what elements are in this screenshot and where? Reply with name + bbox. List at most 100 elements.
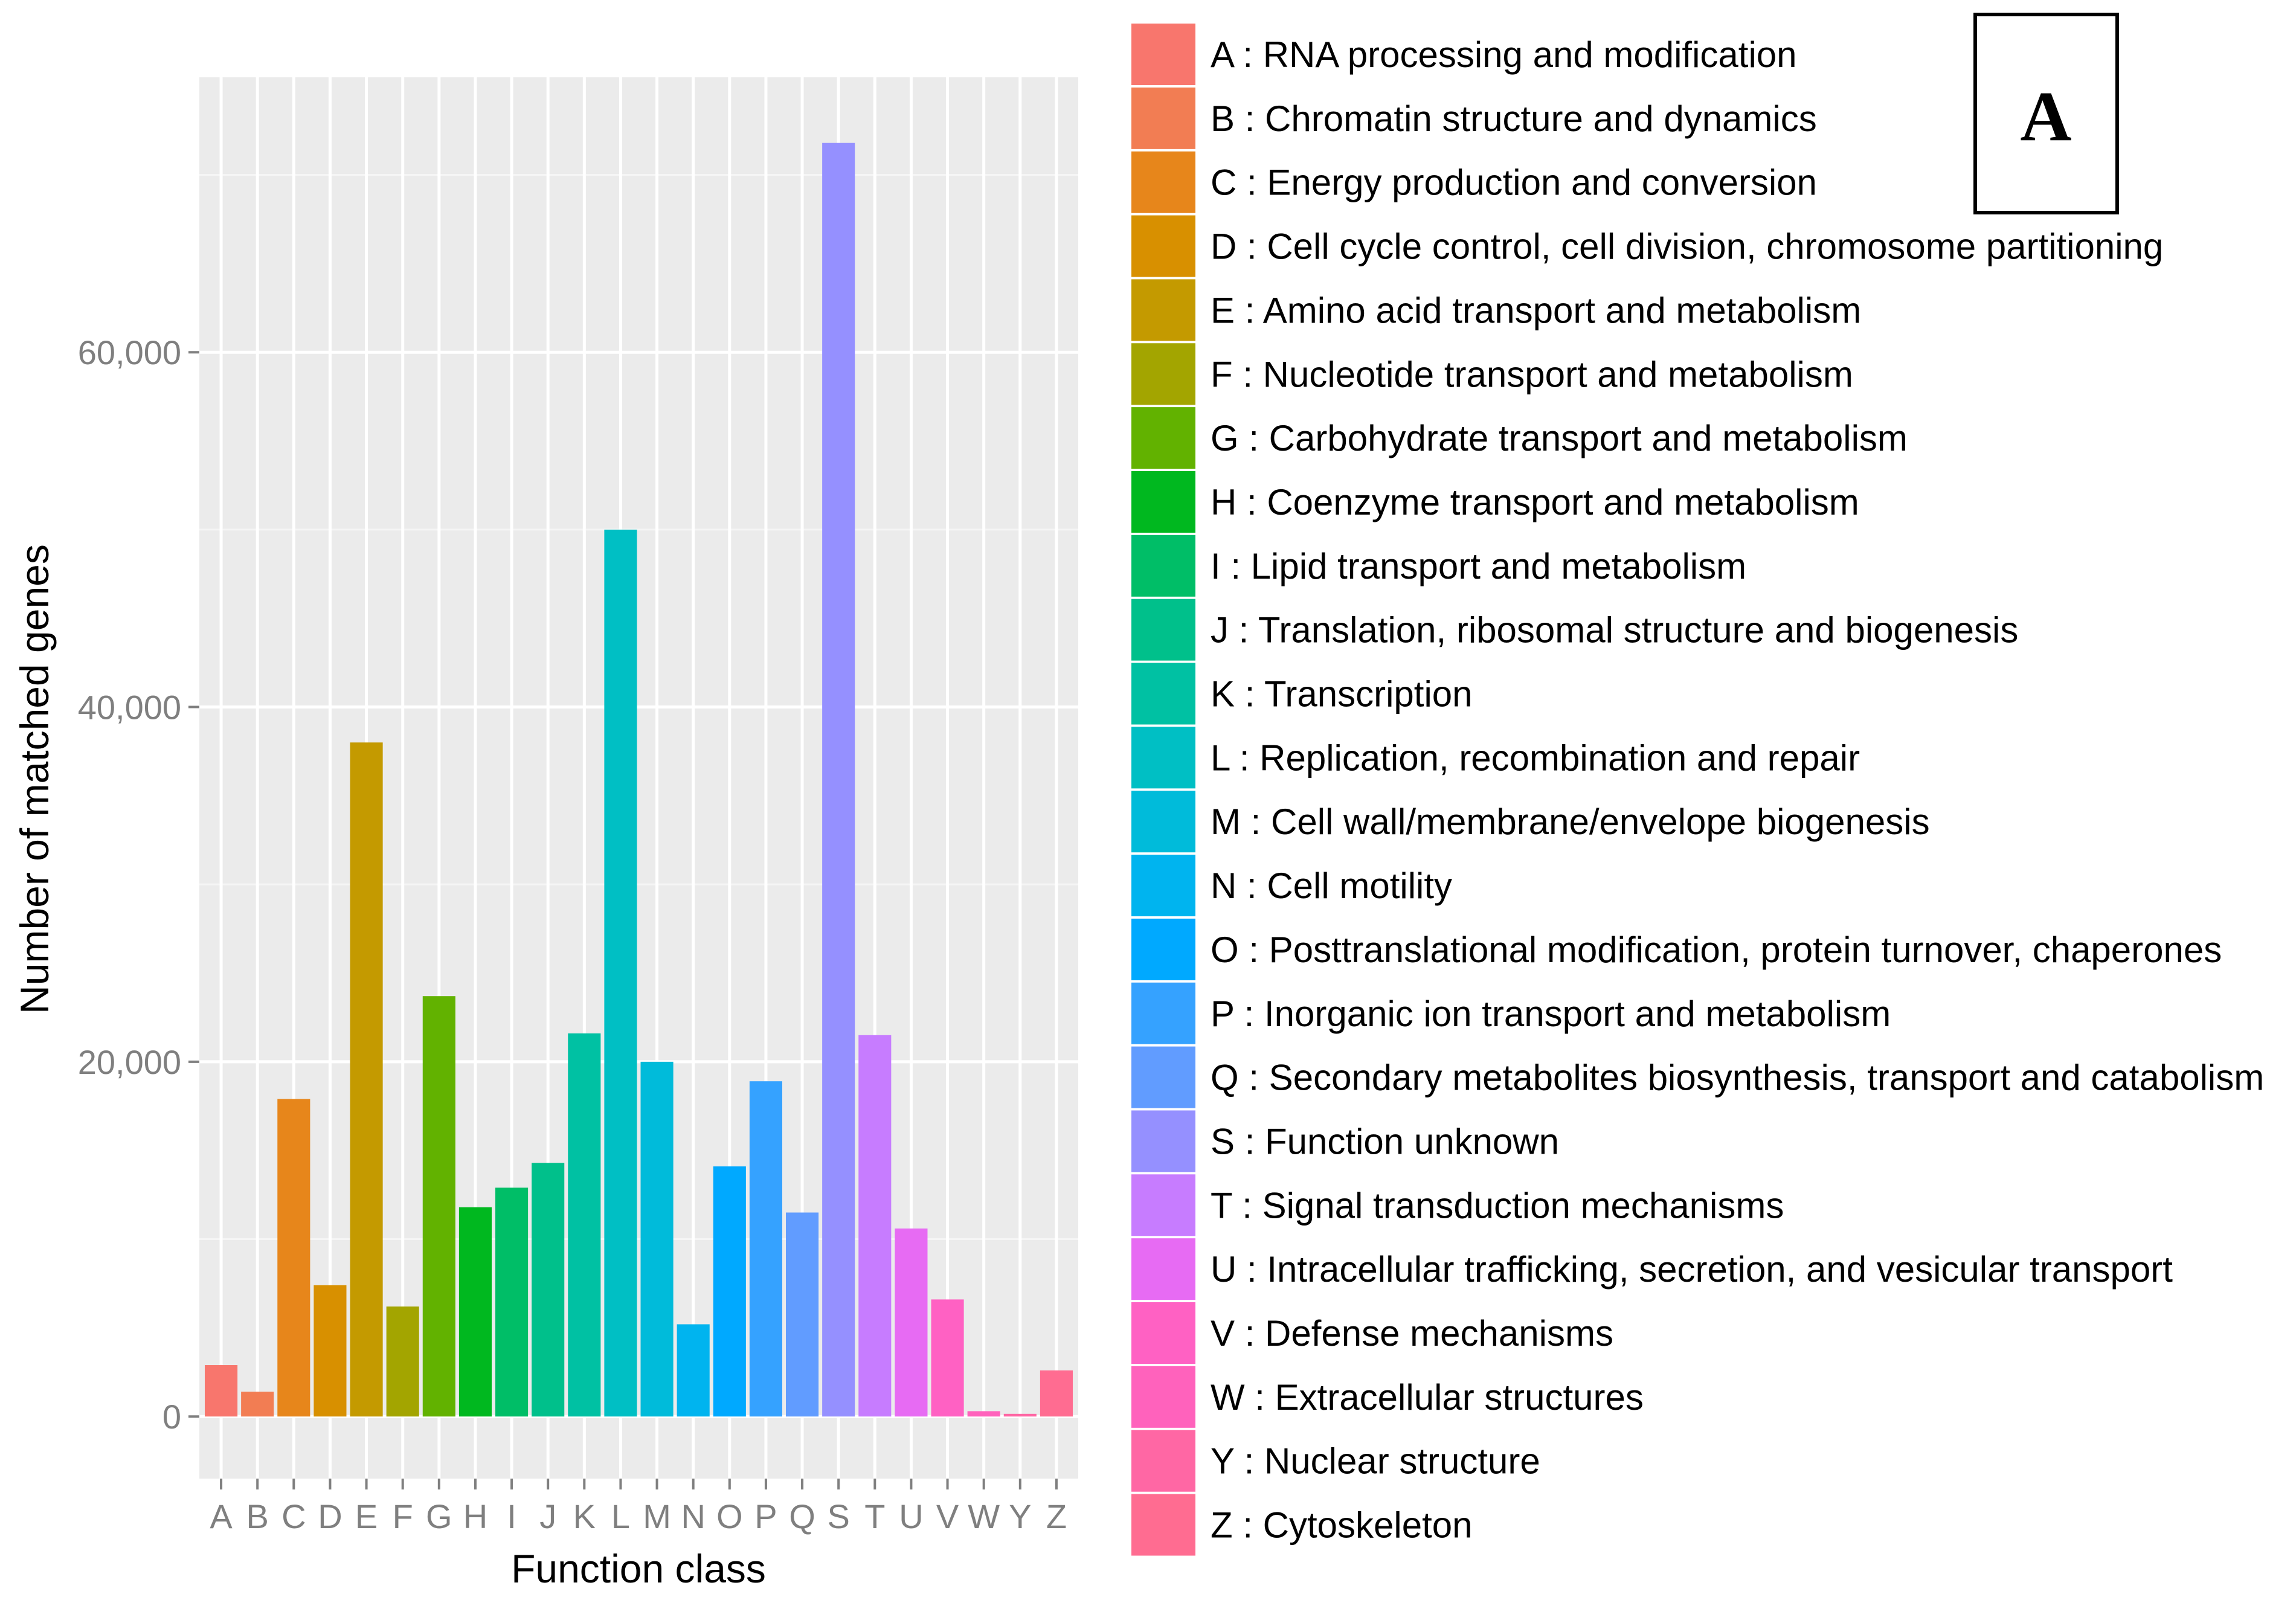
legend-label-O: O : Posttranslational modification, prot… [1211,930,2222,970]
legend-label-P: P : Inorganic ion transport and metaboli… [1211,994,1891,1034]
y-tick-label: 40,000 [78,689,181,727]
x-tick-label: K [573,1497,596,1535]
x-tick-label: I [507,1497,516,1535]
x-tick-label: N [681,1497,705,1535]
bar-P [749,1081,782,1417]
bar-F [386,1306,419,1417]
bar-E [350,742,383,1417]
x-tick-label: P [754,1497,777,1535]
bar-K [568,1033,601,1417]
bar-S [822,143,855,1417]
legend-key-N [1130,853,1197,918]
legend-key-B [1130,86,1197,150]
x-tick-label: O [716,1497,743,1535]
legend-label-J: J : Translation, ribosomal structure and… [1211,610,2018,651]
bar-U [895,1228,928,1417]
x-tick-label: U [899,1497,923,1535]
legend-key-D [1130,214,1197,278]
legend-label-E: E : Amino acid transport and metabolism [1211,290,1861,330]
x-tick-label: Z [1046,1497,1067,1535]
x-tick-label: M [643,1497,671,1535]
y-tick-label: 20,000 [78,1043,181,1081]
panel-label: A [2020,77,2071,156]
legend-key-Z [1130,1492,1197,1557]
bar-Q [786,1212,819,1417]
legend-key-Y [1130,1428,1197,1493]
bar-D [314,1285,347,1417]
bar-Y [1003,1413,1037,1417]
y-tick-label: 0 [162,1398,181,1436]
x-tick-label: B [246,1497,269,1535]
legend-key-T [1130,1173,1197,1238]
x-tick-label: F [393,1497,413,1535]
legend-label-U: U : Intracellular trafficking, secretion… [1211,1249,2173,1290]
legend-label-Z: Z : Cytoskeleton [1211,1505,1473,1546]
x-tick-label: Y [1009,1497,1031,1535]
x-axis-title: Function class [511,1546,766,1591]
x-tick-label: T [864,1497,885,1535]
bar-I [495,1187,529,1417]
legend-label-W: W : Extracellular structures [1211,1377,1644,1418]
x-tick-label: Q [789,1497,815,1535]
x-tick-label: S [828,1497,850,1535]
legend-label-N: N : Cell motility [1211,866,1452,906]
legend-key-K [1130,661,1197,726]
legend-key-C [1130,150,1197,214]
plot-panel [199,77,1078,1479]
legend-label-D: D : Cell cycle control, cell division, c… [1211,227,2163,267]
legend-key-Q [1130,1045,1197,1110]
x-tick-label: E [355,1497,378,1535]
legend-label-Q: Q : Secondary metabolites biosynthesis, … [1211,1058,2264,1098]
bar-T [858,1035,892,1417]
x-tick-label: V [936,1497,959,1535]
legend-key-P [1130,981,1197,1046]
legend-key-F [1130,342,1197,406]
legend-label-H: H : Coenzyme transport and metabolism [1211,482,1859,522]
y-axis-title: Number of matched genes [12,544,57,1014]
bar-Z [1040,1370,1073,1417]
legend-label-K: K : Transcription [1211,674,1473,715]
legend-key-A [1130,22,1197,86]
legend-key-L [1130,725,1197,790]
legend-label-S: S : Function unknown [1211,1121,1559,1161]
legend-key-H [1130,469,1197,534]
legend-label-F: F : Nucleotide transport and metabolism [1211,354,1853,394]
legend-key-I [1130,533,1197,598]
bar-B [241,1392,274,1417]
legend-label-B: B : Chromatin structure and dynamics [1211,98,1817,139]
legend-label-M: M : Cell wall/membrane/envelope biogenes… [1211,802,1930,842]
bar-O [713,1166,746,1417]
x-tick-label: A [210,1497,233,1535]
legend-label-G: G : Carbohydrate transport and metabolis… [1211,418,1908,458]
legend-key-S [1130,1109,1197,1174]
legend-label-V: V : Defense mechanisms [1211,1313,1613,1354]
y-tick-label: 60,000 [78,333,181,371]
x-tick-label: C [281,1497,306,1535]
bar-N [677,1324,710,1417]
x-tick-label: W [968,1497,1000,1535]
x-tick-label: D [318,1497,342,1535]
x-tick-label: H [463,1497,487,1535]
legend-label-T: T : Signal transduction mechanisms [1211,1185,1784,1226]
x-tick-label: G [426,1497,452,1535]
legend-key-V [1130,1301,1197,1365]
bar-A [205,1365,238,1417]
bar-H [458,1207,492,1417]
legend-label-L: L : Replication, recombination and repai… [1211,737,1860,778]
panel-label-box: A [1973,13,2119,214]
x-tick-label: J [539,1497,556,1535]
legend-label-A: A : RNA processing and modification [1211,34,1797,75]
legend-label-C: C : Energy production and conversion [1211,162,1817,203]
legend-label-I: I : Lipid transport and metabolism [1211,546,1746,586]
legend-key-M [1130,789,1197,854]
legend-key-O [1130,917,1197,982]
legend-key-G [1130,406,1197,471]
bar-M [640,1061,674,1417]
legend-key-E [1130,278,1197,342]
legend-key-U [1130,1237,1197,1302]
legend-label-Y: Y : Nuclear structure [1211,1441,1540,1482]
bar-J [532,1163,565,1417]
y-axis: 0 20,000 40,000 60,000 [78,333,199,1436]
